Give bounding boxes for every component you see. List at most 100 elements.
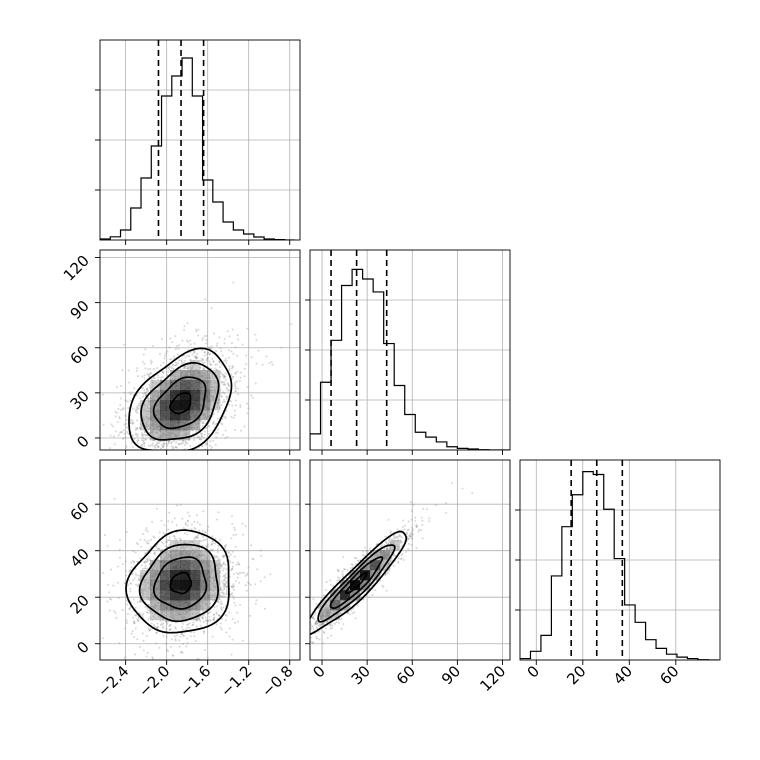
scatter-point <box>237 393 240 396</box>
scatter-point <box>156 445 159 448</box>
scatter-point <box>234 545 237 548</box>
density-cell <box>180 400 191 411</box>
scatter-point <box>303 623 305 625</box>
scatter-point <box>147 444 150 447</box>
scatter-point <box>130 632 133 635</box>
scatter-point <box>205 359 208 362</box>
scatter-point <box>145 655 148 658</box>
scatter-point <box>144 434 147 437</box>
scatter-point <box>179 443 182 446</box>
scatter-point <box>175 363 178 366</box>
scatter-point <box>241 343 244 346</box>
scatter-point <box>195 536 198 539</box>
scatter-point <box>176 634 179 637</box>
scatter-point <box>148 629 151 632</box>
scatter-point <box>212 420 215 423</box>
scatter-point <box>182 362 185 365</box>
scatter-point <box>137 407 140 410</box>
scatter-point <box>223 342 226 345</box>
scatter-point <box>193 537 196 540</box>
hist-panel-1 <box>310 250 510 450</box>
scatter-point <box>146 372 149 375</box>
scatter-point <box>164 541 167 544</box>
scatter-point <box>195 430 198 433</box>
scatter-point <box>217 557 220 560</box>
scatter-point <box>203 538 206 541</box>
scatter-point <box>185 645 188 648</box>
scatter-point <box>218 614 221 617</box>
scatter-point <box>234 371 237 374</box>
scatter-point <box>143 433 146 436</box>
scatter-point <box>203 452 205 454</box>
scatter-point <box>176 353 179 356</box>
scatter-point <box>143 391 146 394</box>
density-cell <box>160 410 171 421</box>
scatter-point <box>146 559 149 562</box>
scatter-point <box>216 548 219 551</box>
scatter-point <box>147 555 150 558</box>
pair-panel-2-1 <box>303 460 510 660</box>
scatter-point <box>129 419 132 422</box>
density-cell <box>180 410 191 421</box>
scatter-point <box>132 616 135 619</box>
scatter-point <box>216 556 219 559</box>
scatter-point <box>228 551 231 554</box>
scatter-point <box>196 456 198 458</box>
scatter-point <box>223 593 226 596</box>
scatter-point <box>251 397 254 400</box>
scatter-point <box>208 618 211 621</box>
scatter-point <box>158 717 160 719</box>
scatter-point <box>101 571 104 574</box>
scatter-point <box>158 531 161 534</box>
scatter-point <box>239 406 242 409</box>
scatter-point <box>206 441 209 444</box>
scatter-point <box>115 386 118 389</box>
scatter-point <box>223 377 226 380</box>
scatter-point <box>202 366 205 369</box>
density-cell <box>150 600 161 611</box>
scatter-point <box>141 614 144 617</box>
scatter-point <box>203 354 206 357</box>
scatter-point <box>159 623 162 626</box>
density-cell <box>150 380 161 391</box>
scatter-point <box>164 661 166 663</box>
scatter-point <box>176 504 179 507</box>
scatter-point <box>131 463 133 465</box>
density-cell <box>200 590 211 601</box>
scatter-point <box>229 627 232 630</box>
scatter-point <box>304 616 306 618</box>
density-cell <box>200 570 211 581</box>
scatter-point <box>143 560 146 563</box>
scatter-point <box>162 361 165 364</box>
scatter-point <box>124 415 127 418</box>
scatter-point <box>163 357 166 360</box>
scatter-point <box>133 636 136 639</box>
scatter-point <box>172 474 174 476</box>
scatter-point <box>223 359 226 362</box>
scatter-point <box>197 328 200 331</box>
scatter-point <box>148 397 151 400</box>
scatter-point <box>182 634 185 637</box>
scatter-point <box>124 399 127 402</box>
scatter-point <box>143 377 146 380</box>
scatter-point <box>134 432 137 435</box>
scatter-point <box>230 653 233 656</box>
scatter-point <box>186 642 189 645</box>
scatter-point <box>201 452 203 454</box>
scatter-point <box>172 440 175 443</box>
scatter-point <box>225 590 228 593</box>
scatter-point <box>224 415 227 418</box>
scatter-point <box>131 629 134 632</box>
scatter-point <box>189 635 192 638</box>
scatter-point <box>310 627 313 630</box>
scatter-point <box>174 639 177 642</box>
scatter-point <box>142 649 145 652</box>
scatter-point <box>231 367 234 370</box>
density-cell <box>170 380 181 391</box>
scatter-point <box>144 348 147 351</box>
scatter-point <box>184 521 187 524</box>
scatter-point <box>231 565 234 568</box>
scatter-point <box>369 547 372 550</box>
scatter-point <box>163 443 166 446</box>
scatter-point <box>223 375 226 378</box>
